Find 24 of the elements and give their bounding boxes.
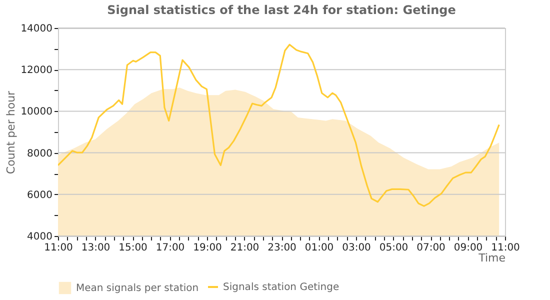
x-tick-label: 11:00 bbox=[44, 242, 73, 254]
y-axis-title: Count per hour bbox=[4, 90, 18, 174]
legend-label: Signals station Getinge bbox=[223, 282, 340, 293]
y-tick-label: 4000 bbox=[27, 232, 52, 242]
y-tick-label: 10000 bbox=[20, 106, 52, 118]
x-tick-label: 07:00 bbox=[416, 242, 446, 254]
x-tick-label: 19:00 bbox=[193, 242, 222, 254]
y-tick-label: 8000 bbox=[27, 148, 52, 160]
x-tick-label: 13:00 bbox=[81, 242, 110, 254]
x-tick-label: 15:00 bbox=[118, 242, 148, 254]
y-tick-label: 12000 bbox=[20, 65, 52, 76]
x-tick-label: 17:00 bbox=[156, 242, 185, 254]
x-tick-label: 23:00 bbox=[268, 242, 296, 254]
x-axis-title: Time bbox=[478, 252, 506, 264]
x-tick-label: 01:00 bbox=[304, 242, 334, 254]
x-tick-label: 21:00 bbox=[230, 242, 260, 254]
x-tick-label: 11:00 bbox=[491, 242, 520, 254]
legend-label: Mean signals per station bbox=[76, 283, 199, 294]
y-tick-label: 6000 bbox=[27, 190, 52, 201]
x-tick-label: 05:00 bbox=[379, 242, 408, 254]
x-tick-label: 09:00 bbox=[454, 242, 483, 254]
x-tick-label: 03:00 bbox=[342, 242, 371, 254]
y-tick-label: 14000 bbox=[20, 24, 52, 34]
chart-title: Signal statistics of the last 24h for station: Getinge bbox=[107, 3, 456, 17]
